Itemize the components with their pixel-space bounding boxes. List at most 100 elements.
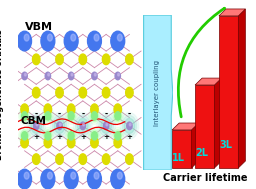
Circle shape	[129, 123, 131, 126]
Circle shape	[22, 112, 27, 120]
Circle shape	[102, 154, 110, 164]
Text: -: -	[104, 110, 108, 119]
Circle shape	[124, 118, 135, 133]
Circle shape	[34, 122, 39, 130]
Circle shape	[45, 172, 50, 180]
Circle shape	[41, 169, 55, 189]
Text: +: +	[33, 134, 39, 140]
Circle shape	[65, 127, 77, 144]
Circle shape	[22, 132, 27, 140]
Text: Carrier lifetime: Carrier lifetime	[163, 174, 247, 184]
Circle shape	[24, 172, 29, 179]
Circle shape	[41, 31, 55, 51]
Circle shape	[67, 137, 75, 148]
Circle shape	[21, 104, 28, 115]
Circle shape	[45, 132, 51, 140]
Polygon shape	[195, 78, 221, 85]
Polygon shape	[195, 85, 215, 168]
Circle shape	[91, 37, 98, 48]
Circle shape	[114, 137, 122, 148]
Circle shape	[102, 54, 110, 65]
Circle shape	[68, 112, 74, 120]
Circle shape	[21, 37, 28, 48]
Circle shape	[92, 172, 97, 180]
Circle shape	[101, 118, 111, 133]
Circle shape	[19, 127, 30, 144]
Circle shape	[71, 173, 73, 176]
Circle shape	[73, 113, 92, 139]
Circle shape	[20, 130, 29, 142]
Text: -: -	[58, 110, 61, 119]
Circle shape	[21, 137, 28, 148]
Circle shape	[97, 113, 115, 139]
Circle shape	[112, 127, 124, 144]
Text: +: +	[103, 134, 109, 140]
Circle shape	[22, 172, 27, 180]
Circle shape	[115, 132, 121, 140]
Circle shape	[106, 123, 108, 126]
Circle shape	[20, 110, 29, 122]
Circle shape	[42, 127, 54, 144]
Circle shape	[118, 34, 122, 41]
Circle shape	[67, 110, 76, 122]
Text: -: -	[35, 110, 38, 119]
Circle shape	[102, 87, 110, 98]
Circle shape	[114, 104, 122, 115]
Circle shape	[19, 107, 30, 124]
Circle shape	[113, 130, 122, 142]
Circle shape	[31, 118, 41, 133]
Circle shape	[126, 87, 133, 98]
Circle shape	[24, 173, 26, 176]
Circle shape	[22, 72, 27, 80]
Circle shape	[44, 104, 52, 115]
Circle shape	[24, 73, 26, 76]
Circle shape	[18, 31, 31, 51]
Circle shape	[67, 130, 76, 142]
Circle shape	[79, 154, 87, 164]
Polygon shape	[172, 123, 199, 130]
Circle shape	[115, 72, 120, 80]
Circle shape	[113, 110, 122, 122]
Circle shape	[33, 54, 40, 65]
Circle shape	[91, 137, 98, 148]
Circle shape	[44, 110, 52, 122]
Circle shape	[90, 110, 99, 122]
Polygon shape	[238, 9, 246, 168]
Circle shape	[27, 113, 46, 139]
Text: +: +	[126, 134, 132, 140]
Text: 2L: 2L	[195, 148, 208, 158]
Circle shape	[94, 34, 99, 41]
Circle shape	[56, 154, 63, 164]
Circle shape	[83, 123, 84, 126]
Circle shape	[92, 112, 97, 120]
Circle shape	[50, 113, 69, 139]
Text: -: -	[81, 110, 84, 119]
Circle shape	[92, 132, 97, 140]
Circle shape	[115, 112, 121, 120]
Circle shape	[54, 118, 65, 133]
Circle shape	[71, 34, 76, 41]
Circle shape	[120, 113, 139, 139]
Circle shape	[56, 87, 63, 98]
Circle shape	[115, 172, 120, 180]
Circle shape	[33, 154, 40, 164]
Circle shape	[57, 122, 62, 130]
Circle shape	[67, 104, 75, 115]
Circle shape	[45, 112, 51, 120]
Circle shape	[48, 34, 52, 41]
Circle shape	[24, 34, 29, 41]
Circle shape	[76, 115, 90, 136]
Circle shape	[44, 130, 52, 142]
Circle shape	[79, 54, 87, 65]
Text: VBM: VBM	[25, 22, 52, 32]
Polygon shape	[215, 78, 221, 168]
Circle shape	[91, 104, 98, 115]
Circle shape	[64, 31, 78, 51]
Circle shape	[45, 72, 50, 80]
Circle shape	[114, 37, 122, 48]
Circle shape	[88, 169, 101, 189]
Circle shape	[52, 115, 67, 136]
Circle shape	[118, 73, 120, 76]
Polygon shape	[219, 9, 246, 16]
Circle shape	[29, 115, 44, 136]
